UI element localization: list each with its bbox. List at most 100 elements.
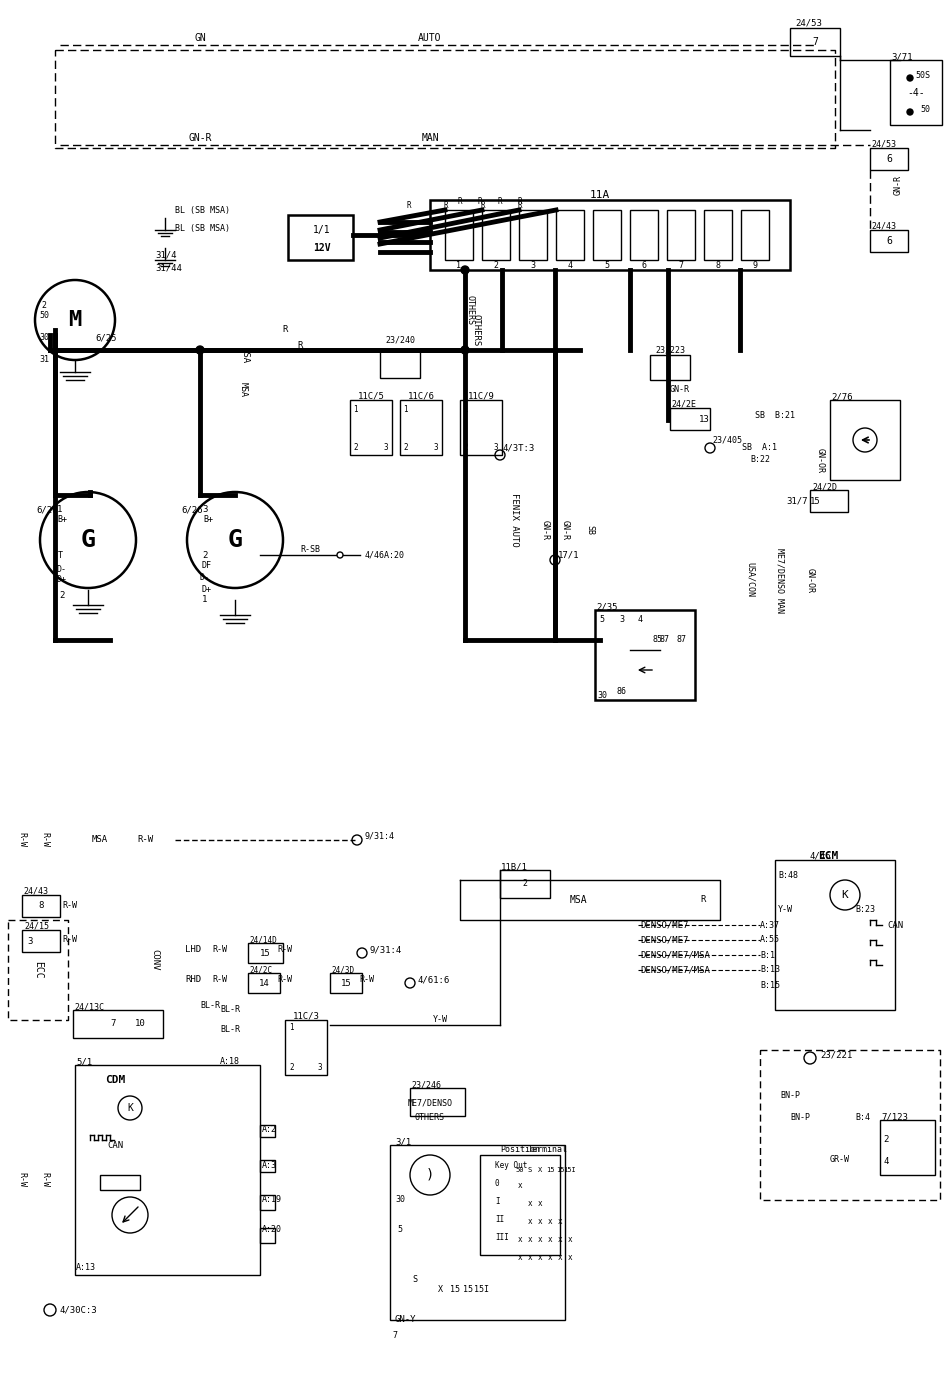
Text: 7: 7 bbox=[392, 1331, 397, 1339]
Text: 86: 86 bbox=[616, 687, 626, 697]
Text: BL-R: BL-R bbox=[200, 1001, 220, 1009]
Text: x: x bbox=[567, 1235, 572, 1243]
Text: x: x bbox=[547, 1217, 552, 1225]
Bar bbox=[409, 1088, 465, 1116]
Text: 4/46A:20: 4/46A:20 bbox=[365, 550, 405, 560]
Text: 24/3D: 24/3D bbox=[330, 966, 354, 974]
Bar bbox=[260, 1160, 275, 1173]
Circle shape bbox=[906, 75, 912, 80]
Text: Y-W: Y-W bbox=[777, 905, 792, 915]
Text: A:18: A:18 bbox=[220, 1058, 240, 1066]
Text: CAN: CAN bbox=[107, 1141, 123, 1149]
Text: BL (SB MSA): BL (SB MSA) bbox=[175, 205, 229, 215]
Text: R: R bbox=[407, 201, 411, 209]
Text: M: M bbox=[69, 310, 82, 330]
Text: 24/2C: 24/2C bbox=[248, 966, 272, 974]
Text: B+: B+ bbox=[203, 516, 213, 524]
Text: OTHERS: OTHERS bbox=[465, 295, 474, 324]
Text: x: x bbox=[537, 1217, 542, 1225]
Text: R-W: R-W bbox=[212, 945, 228, 955]
Text: MSA: MSA bbox=[91, 836, 108, 844]
Text: A:19: A:19 bbox=[262, 1196, 282, 1204]
Text: B+: B+ bbox=[57, 516, 67, 524]
Bar bbox=[879, 1120, 934, 1175]
Text: 15: 15 bbox=[555, 1167, 564, 1173]
Text: 24/13C: 24/13C bbox=[74, 1002, 104, 1012]
Text: 2/35: 2/35 bbox=[595, 603, 617, 611]
Text: GN: GN bbox=[194, 33, 206, 43]
Bar bbox=[480, 1155, 560, 1254]
Text: 0: 0 bbox=[494, 1178, 499, 1188]
Text: BL-R: BL-R bbox=[220, 1005, 240, 1015]
Text: x: x bbox=[527, 1217, 532, 1225]
Bar bbox=[400, 401, 442, 455]
Text: DF: DF bbox=[202, 560, 211, 570]
Text: FENIX AUTO: FENIX AUTO bbox=[510, 493, 519, 547]
Text: 2: 2 bbox=[352, 444, 357, 452]
Bar bbox=[889, 60, 941, 125]
Text: R: R bbox=[297, 341, 303, 349]
Text: 3: 3 bbox=[202, 506, 208, 514]
Text: x: x bbox=[557, 1253, 562, 1261]
Text: 31: 31 bbox=[39, 355, 49, 365]
Text: x: x bbox=[537, 1199, 542, 1207]
Text: 1: 1 bbox=[202, 596, 208, 604]
Text: 1: 1 bbox=[57, 506, 63, 514]
Text: 23/405: 23/405 bbox=[711, 435, 742, 445]
Text: x: x bbox=[537, 1235, 542, 1243]
Bar bbox=[774, 859, 894, 1010]
Text: R-W: R-W bbox=[40, 833, 50, 847]
Text: 5: 5 bbox=[599, 615, 604, 625]
Bar bbox=[429, 200, 789, 270]
Text: DENSO/ME7/MSA: DENSO/ME7/MSA bbox=[640, 951, 709, 959]
Text: Terminal: Terminal bbox=[527, 1145, 567, 1155]
Text: II: II bbox=[494, 1214, 504, 1224]
Text: 1: 1 bbox=[352, 406, 357, 414]
Text: CAN: CAN bbox=[886, 920, 902, 930]
Text: R-W: R-W bbox=[63, 936, 77, 944]
Bar bbox=[741, 211, 768, 261]
Text: R-W: R-W bbox=[63, 901, 77, 909]
Text: R-W: R-W bbox=[40, 1173, 50, 1188]
Text: D+: D+ bbox=[57, 575, 67, 585]
Text: x: x bbox=[557, 1235, 562, 1243]
Bar bbox=[285, 1020, 327, 1076]
Text: 87: 87 bbox=[660, 636, 669, 644]
Text: 15: 15 bbox=[259, 948, 270, 958]
Text: x: x bbox=[517, 1181, 522, 1189]
Circle shape bbox=[461, 266, 468, 274]
Text: 2: 2 bbox=[403, 444, 407, 452]
Text: Position: Position bbox=[500, 1145, 540, 1155]
Text: CDM: CDM bbox=[105, 1076, 125, 1085]
Text: 30: 30 bbox=[596, 690, 606, 700]
Text: 3: 3 bbox=[530, 261, 535, 269]
Text: 7: 7 bbox=[678, 261, 683, 269]
Text: D-: D- bbox=[200, 574, 209, 582]
Text: 6/26: 6/26 bbox=[181, 506, 203, 514]
Text: T: T bbox=[57, 550, 63, 560]
Text: R-W: R-W bbox=[17, 833, 27, 847]
Text: 2: 2 bbox=[883, 1135, 888, 1145]
Text: R-W: R-W bbox=[137, 836, 153, 844]
Text: 4/46: 4/46 bbox=[808, 851, 830, 861]
Text: D-: D- bbox=[57, 565, 67, 575]
Circle shape bbox=[337, 552, 343, 559]
Bar bbox=[100, 1175, 140, 1191]
Text: 15I: 15I bbox=[474, 1285, 489, 1295]
Text: 13: 13 bbox=[699, 414, 709, 424]
Text: 31/44: 31/44 bbox=[155, 263, 182, 273]
Text: 24/14D: 24/14D bbox=[248, 936, 276, 944]
Text: x: x bbox=[537, 1253, 542, 1261]
Text: 30: 30 bbox=[394, 1196, 405, 1204]
Text: 23/246: 23/246 bbox=[410, 1081, 441, 1089]
Text: X: X bbox=[437, 1285, 442, 1295]
Bar bbox=[460, 401, 502, 455]
Text: B:1: B:1 bbox=[759, 951, 774, 959]
Text: 9/31:4: 9/31:4 bbox=[369, 945, 402, 955]
Text: 1/1: 1/1 bbox=[313, 225, 330, 236]
Text: x: x bbox=[547, 1235, 552, 1243]
Bar bbox=[22, 930, 60, 952]
Text: DENSO/ME7: DENSO/ME7 bbox=[640, 936, 687, 944]
Text: RHD: RHD bbox=[185, 976, 201, 984]
Text: 11C/5: 11C/5 bbox=[357, 391, 384, 401]
